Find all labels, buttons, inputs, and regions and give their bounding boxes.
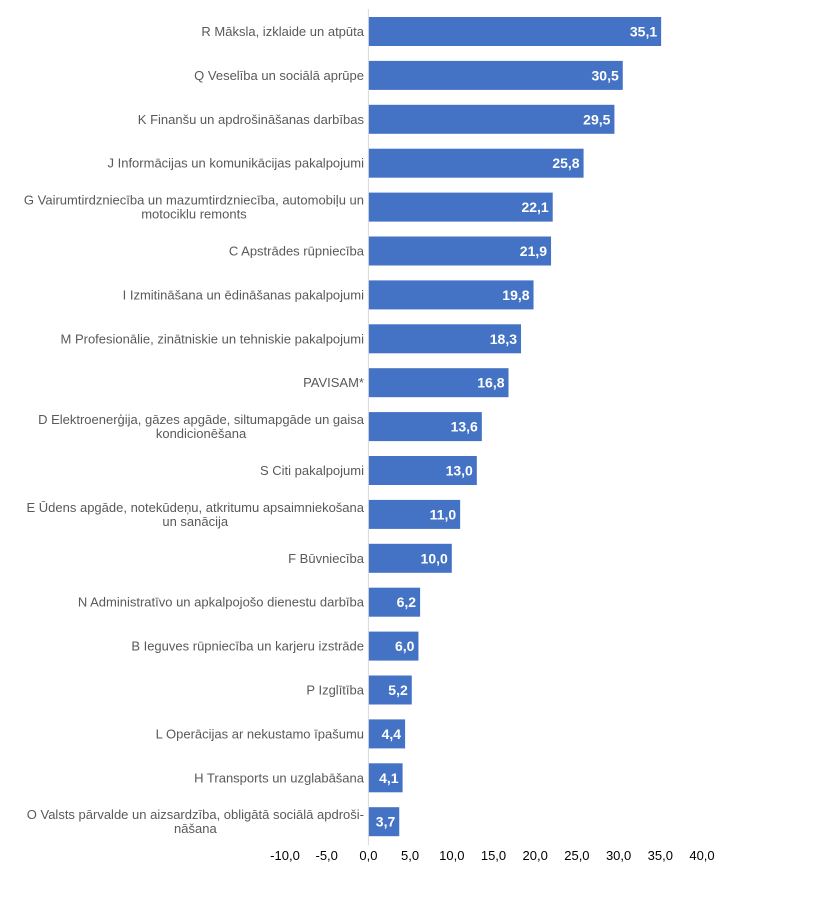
category-label: L Operācijas ar nekustamo īpašumu <box>156 726 364 741</box>
bar-value-label: 6,2 <box>397 594 417 610</box>
category-label: H Transports un uzglabāšana <box>194 770 365 785</box>
bar-value-label: 30,5 <box>592 67 619 83</box>
bar <box>368 807 400 837</box>
data-labels: 35,1 30,5 29,5 25,8 22,1 21,9 19,8 18,3 16,8 13,6… <box>376 24 658 830</box>
x-tick-label: 25,0 <box>564 848 589 863</box>
bar <box>368 104 615 134</box>
bar <box>368 60 623 90</box>
bar-value-label: 29,5 <box>583 111 610 127</box>
category-label: I Izmitināšana un ēdināšanas pakalpojumi <box>123 287 364 302</box>
bar-value-label: 4,4 <box>382 726 402 742</box>
bar-value-label: 25,8 <box>552 155 579 171</box>
category-label: J Informācijas un komunikācijas pakalpoj… <box>107 156 364 171</box>
category-label: Q Veselība un sociālā aprūpe <box>194 68 364 83</box>
category-label: O Valsts pārvalde un aizsardzība, obligā… <box>27 807 364 836</box>
x-tick-label: 35,0 <box>648 848 673 863</box>
bar <box>368 192 553 222</box>
bar-value-label: 19,8 <box>502 287 529 303</box>
category-label-line: G Vairumtirdzniecība un mazumtirdzniecīb… <box>24 193 364 208</box>
bar <box>368 499 461 529</box>
category-label: E Ūdens apgāde, notekūdeņu, atkritumu ap… <box>27 500 365 529</box>
category-label-line: un sanācija <box>162 514 229 529</box>
bar-value-label: 5,2 <box>388 682 408 698</box>
bar <box>368 763 403 793</box>
category-label: F Būvniecība <box>288 551 365 566</box>
bar-value-label: 13,0 <box>446 463 473 479</box>
bar-value-label: 4,1 <box>379 770 399 786</box>
x-tick-labels: -10,0 -5,0 0,0 5,0 10,0 15,0 20,0 25,0 30,0 35,0 4… <box>270 848 714 863</box>
bar <box>368 631 419 661</box>
bar <box>368 368 509 398</box>
x-tick-label: 0,0 <box>359 848 377 863</box>
bar-value-label: 3,7 <box>376 814 396 830</box>
bar <box>368 412 482 442</box>
bar <box>368 543 452 573</box>
bar-value-label: 6,0 <box>395 638 415 654</box>
category-label: S Citi pakalpojumi <box>260 463 364 478</box>
category-label-line: kondicionēšana <box>156 426 247 441</box>
category-label: C Apstrādes rūpniecība <box>229 244 365 259</box>
category-label-line: D Elektroenerģija, gāzes apgāde, siltuma… <box>38 412 365 427</box>
bar-value-label: 35,1 <box>630 24 657 40</box>
bar <box>368 280 534 310</box>
bar-value-label: 21,9 <box>520 243 547 259</box>
bar <box>368 324 522 354</box>
category-label-line: motociklu remonts <box>141 207 247 222</box>
bar-value-label: 22,1 <box>521 199 548 215</box>
category-label: B Ieguves rūpniecība un karjeru izstrāde <box>131 639 364 654</box>
category-label: M Profesionālie, zinātniskie un tehniski… <box>61 331 365 346</box>
category-label: N Administratīvo un apkalpojošo dienestu… <box>78 595 365 610</box>
bar-value-label: 16,8 <box>477 375 504 391</box>
bar <box>368 17 662 46</box>
bar <box>368 719 406 749</box>
bar-value-label: 10,0 <box>421 550 448 566</box>
category-label-line: E Ūdens apgāde, notekūdeņu, atkritumu ap… <box>27 500 365 515</box>
x-tick-label: 15,0 <box>481 848 506 863</box>
bar <box>368 148 584 178</box>
x-tick-label: 40,0 <box>689 848 714 863</box>
bar <box>368 675 412 705</box>
bar <box>368 236 552 266</box>
x-tick-label: -5,0 <box>315 848 337 863</box>
x-tick-label: 10,0 <box>439 848 464 863</box>
bar-value-label: 18,3 <box>490 331 517 347</box>
bar <box>368 587 421 617</box>
category-label-line: O Valsts pārvalde un aizsardzība, obligā… <box>27 807 364 822</box>
bars <box>368 17 662 837</box>
category-label: K Finanšu un apdrošināšanas darbības <box>138 112 365 127</box>
x-tick-label: 5,0 <box>401 848 419 863</box>
category-label-line: nāšana <box>174 821 217 836</box>
category-label: G Vairumtirdzniecība un mazumtirdzniecīb… <box>24 193 364 222</box>
category-label: P Izglītība <box>306 683 364 698</box>
bar-value-label: 13,6 <box>451 419 478 435</box>
bar-value-label: 11,0 <box>430 506 457 522</box>
category-label: R Māksla, izklaide un atpūta <box>201 24 364 39</box>
category-label: D Elektroenerģija, gāzes apgāde, siltuma… <box>38 412 365 441</box>
x-tick-label: 20,0 <box>523 848 548 863</box>
category-labels: R Māksla, izklaide un atpūta Q Veselība u… <box>24 24 365 836</box>
x-tick-label: -10,0 <box>270 848 300 863</box>
x-tick-label: 30,0 <box>606 848 631 863</box>
category-label: PAVISAM* <box>303 375 364 390</box>
bar <box>368 456 477 485</box>
